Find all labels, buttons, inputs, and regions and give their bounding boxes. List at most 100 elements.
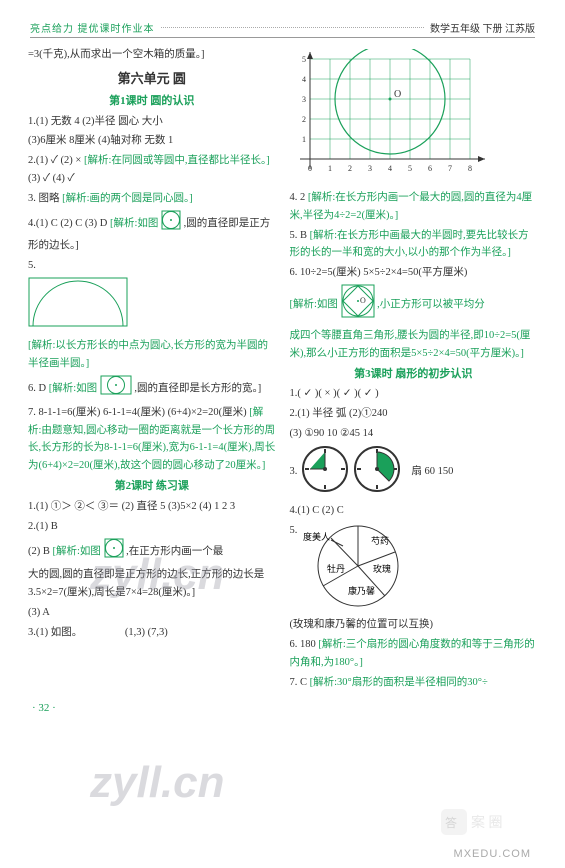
r-q4-ans: [解析:在长方形内画一个最大的圆,圆的直径为4厘米,半径为4÷2=2(厘米)。] <box>290 192 533 221</box>
l1-q6b: ,圆的直径即是长方形的宽。] <box>134 383 261 394</box>
l3-q6: 6. 180 [解析:三个扇形的圆心角度数的和等于三角形的内角和,为180°。] <box>290 636 538 672</box>
l1-q2a: 2.(1) ✓ (2) × <box>28 155 84 166</box>
l1-q6: 6. D [解析:如图 ,圆的直径即是长方形的宽。] <box>28 375 276 402</box>
r-q6-ans-line: [解析:如图 O ,小正方形可以被平均分 <box>290 284 538 325</box>
left-column: =3(千克),从而求出一个空木箱的质量。] 第六单元 圆 第1课时 圆的认识 1… <box>28 46 276 694</box>
r-q6: 6. 10÷2=5(厘米) 5×5÷2×4=50(平方厘米) <box>290 264 538 282</box>
r-q5: 5. B [解析:在长方形中画最大的半圆时,要先比较长方形的长的一半和宽的大小,… <box>290 227 538 263</box>
l3-q3-label: 3. <box>290 463 298 481</box>
l3-q2b: (3) ①90 10 ②45 14 <box>290 425 538 443</box>
l3-q5-label: 5. <box>290 522 298 540</box>
svg-text:7: 7 <box>448 164 452 173</box>
l2-q2a: 2.(1) B <box>28 518 276 536</box>
l2-q2d: 大的圆,圆的直径即是正方形的边长,正方形的边长是3.5×2=7(厘米),周长是7… <box>28 566 276 602</box>
svg-text:1: 1 <box>328 164 332 173</box>
l2-q3: 3.(1) 如图。 (1,3) (7,3) <box>28 624 276 642</box>
svg-text:2: 2 <box>302 115 306 124</box>
l3-q5-note: (玫瑰和康乃馨的位置可以互换) <box>290 616 538 634</box>
l2-q2b-line: (2) B [解析:如图 ,在正方形内画一个最 <box>28 538 276 565</box>
l3-q7: 7. C [解析:30°扇形的面积是半径相同的30°÷ <box>290 674 538 692</box>
header-left: 亮点给力 提优课时作业本 <box>30 20 155 35</box>
circle-center-label: O <box>394 89 401 100</box>
page-header: 亮点给力 提优课时作业本 数学五年级 下册 江苏版 <box>30 20 535 38</box>
l3-q3: 3. <box>290 445 538 500</box>
mxedu-text: MXEDU.COM <box>454 848 531 860</box>
svg-text:8: 8 <box>468 164 472 173</box>
svg-text:2: 2 <box>348 164 352 173</box>
semicircle-fig <box>28 277 276 334</box>
svg-text:O: O <box>360 296 366 305</box>
right-column: O 012 345 678 123 45 4. 2 [解析:在长方形内画一个最大… <box>290 46 538 694</box>
l2-q1: 1.(1) ①＞ ②＜ ③＝ (2) 直径 5 (3)5×2 (4) 1 2 3 <box>28 498 276 516</box>
l3-q1: 1.( ✓ )( × )( ✓ )( ✓ ) <box>290 385 538 403</box>
top-note: =3(千克),从而求出一个空木箱的质量。] <box>28 46 276 64</box>
svg-text:度美人: 度美人 <box>303 531 330 542</box>
svg-text:5: 5 <box>408 164 412 173</box>
svg-text:牡丹: 牡丹 <box>327 563 345 574</box>
rect-circle-icon <box>100 375 132 402</box>
svg-text:康乃馨: 康乃馨 <box>348 585 375 596</box>
l1-q6-ans: [解析:如图 <box>49 383 97 394</box>
svg-text:5: 5 <box>302 55 306 64</box>
square-circle-icon-2 <box>104 538 124 565</box>
grid-circle-fig: O 012 345 678 123 45 <box>290 49 538 186</box>
l1-q2b: (3) ✓ (4) ✓ <box>28 173 75 184</box>
l1-q5-label: 5. <box>28 260 36 271</box>
svg-text:芍药: 芍药 <box>371 535 389 546</box>
lesson3-title: 第3课时 扇形的初步认识 <box>290 365 538 384</box>
l1-q7: 7. 8-1-1=6(厘米) 6-1-1=4(厘米) (6+4)×2=20(厘米… <box>28 404 276 475</box>
l3-q6-ans: [解析:三个扇形的圆心角度数的和等于三角形的内角和,为180°。] <box>290 639 535 668</box>
watermark-2: zyll.cn <box>90 758 225 808</box>
pie-chart: 芍药 玫瑰 康乃馨 牡丹 度美人 <box>303 522 403 615</box>
r-q6-ansc: 成四个等腰直角三角形,腰长为圆的半径,即10÷2=5(厘米),那么小正方形的面积… <box>290 327 538 363</box>
svg-text:3: 3 <box>368 164 372 173</box>
svg-text:1: 1 <box>302 135 306 144</box>
clock1-icon <box>301 445 349 500</box>
l1-q5: 5. [解析:以长方形长的中点为圆心,长方形的宽为半圆的半径画半圆。] <box>28 257 276 373</box>
header-dots <box>161 27 425 28</box>
square-circle-icon <box>161 210 181 237</box>
l2-q2-ans: [解析:如图 <box>53 545 101 556</box>
svg-text:答: 答 <box>445 815 457 830</box>
lesson1-title: 第1课时 圆的认识 <box>28 92 276 111</box>
l1-q4-ans: [解析:如图 <box>110 218 158 229</box>
r-q6-ansb: ,小正方形可以被平均分 <box>377 299 485 310</box>
l1-q3: 3. 图略 [解析:画的两个圆是同心圆。] <box>28 190 276 208</box>
unit-title: 第六单元 圆 <box>28 68 276 90</box>
r-q5a: 5. B <box>290 230 310 241</box>
l1-q1: 1.(1) 无数 4 (2)半径 圆心 大小 <box>28 113 276 131</box>
svg-text:玫瑰: 玫瑰 <box>373 563 391 574</box>
r-q4: 4. 2 [解析:在长方形内画一个最大的圆,圆的直径为4厘米,半径为4÷2=2(… <box>290 189 538 225</box>
l3-q6a: 6. 180 <box>290 639 319 650</box>
l1-q4: 4.(1) C (2) C (3) D [解析:如图 ,圆的直径即是正方形的边长… <box>28 210 276 255</box>
l3-q5: 5. 芍药 玫瑰 康乃馨 牡丹 度美人 <box>290 522 538 615</box>
l1-q2: 2.(1) ✓ (2) × [解析:在同圆或等圆中,直径都比半径长。] (3) … <box>28 152 276 188</box>
l3-q3b: 扇 60 150 <box>411 463 453 481</box>
l1-q6a: 6. D <box>28 383 49 394</box>
l1-q3-ans: [解析:画的两个圆是同心圆。] <box>62 193 193 204</box>
l1-q5-ans: [解析:以长方形长的中点为圆心,长方形的宽为半圆的半径画半圆。] <box>28 337 276 373</box>
l3-q7-ans: [解析:30°扇形的面积是半径相同的30°÷ <box>310 677 488 688</box>
l3-q4: 4.(1) C (2) C <box>290 502 538 520</box>
r-q5-ans: [解析:在长方形中画最大的半圆时,要先比较长方形的长的一半和宽的大小,以小的那个… <box>290 230 529 259</box>
l3-q7a: 7. C <box>290 677 310 688</box>
page-number: · 32 · <box>32 702 565 714</box>
header-right: 数学五年级 下册 江苏版 <box>430 20 535 35</box>
clock2-icon <box>353 445 401 500</box>
corner-logo: 答 案 圈 <box>441 807 531 842</box>
l2-q2c: ,在正方形内画一个最 <box>126 545 223 556</box>
l3-q2: 2.(1) 半径 弧 (2)①240 <box>290 405 538 423</box>
svg-text:6: 6 <box>428 164 432 173</box>
l1-q2-ans: [解析:在同圆或等圆中,直径都比半径长。] <box>84 155 270 166</box>
svg-text:案 圈: 案 圈 <box>471 814 503 831</box>
l1-q3a: 3. 图略 <box>28 193 62 204</box>
l2-q2b: (2) B <box>28 545 53 556</box>
l2-q3-label: 3.(1) 如图。 <box>28 627 82 638</box>
svg-text:4: 4 <box>388 164 392 173</box>
r-q6-ansa: [解析:如图 <box>290 299 338 310</box>
l2-q2e: (3) A <box>28 604 276 622</box>
diamond-circle-icon: O <box>341 284 375 325</box>
l1-q1b: (3)6厘米 8厘米 (4)轴对称 无数 1 <box>28 132 276 150</box>
l2-q3-pts: (1,3) (7,3) <box>125 627 168 638</box>
content: =3(千克),从而求出一个空木箱的质量。] 第六单元 圆 第1课时 圆的认识 1… <box>28 46 537 694</box>
